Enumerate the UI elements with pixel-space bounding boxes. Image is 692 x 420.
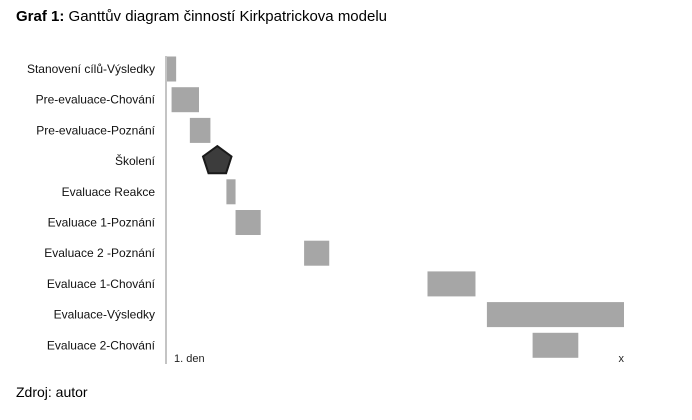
task-bar [189, 117, 211, 143]
figure-label: Graf 1: [16, 8, 65, 25]
task-bar [171, 87, 199, 113]
task-label: Evaluace-Výsledky [54, 308, 155, 322]
task-label: Pre-evaluace-Chování [36, 93, 156, 107]
x-start-label: 1. den [174, 353, 205, 365]
milestone-marker [201, 144, 233, 175]
source-note: Zdroj: autor [16, 384, 88, 400]
task-bar [226, 179, 236, 205]
task-bar [532, 332, 579, 358]
figure-caption: Graf 1: Ganttův diagram činností Kirkpat… [16, 8, 387, 25]
task-label: Pre-evaluace-Poznání [36, 123, 155, 137]
task-bar [304, 240, 330, 266]
task-label: Evaluace 2 -Poznání [44, 246, 155, 260]
figure-title: Ganttův diagram činností Kirkpatrickova … [68, 8, 388, 25]
task-label: Stanovení cílů-Výsledky [27, 62, 155, 76]
task-bar [486, 302, 624, 328]
task-label: Evaluace 1-Chování [47, 277, 156, 291]
task-label: Evaluace 1-Poznání [48, 216, 156, 230]
task-label: Evaluace Reakce [62, 185, 156, 199]
x-end-label: x [619, 353, 625, 365]
task-label: Školení [115, 153, 156, 168]
task-bar [167, 56, 177, 82]
task-bar [427, 271, 476, 297]
task-bar [235, 210, 261, 235]
task-label: Evaluace 2-Chování [47, 338, 156, 352]
